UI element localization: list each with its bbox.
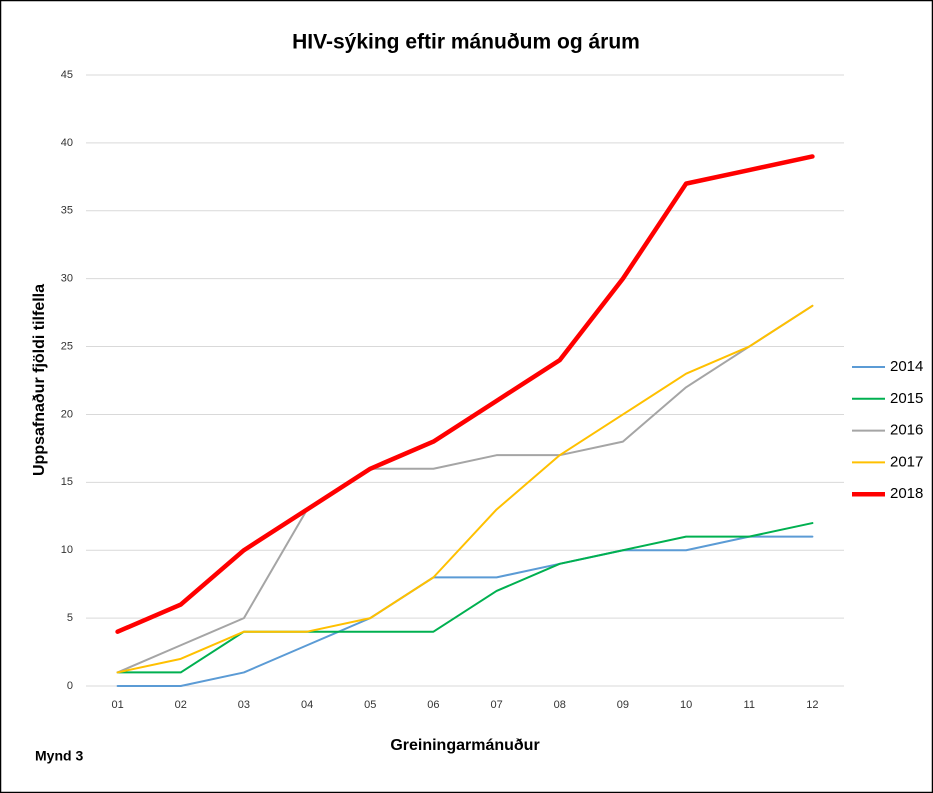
legend-text: 2016 [890,422,923,439]
y-tick-label: 35 [61,205,73,217]
y-tick-label: 10 [61,544,73,556]
y-tick-label: 5 [67,612,73,624]
legend-text: 2018 [890,485,923,502]
x-tick-label: 03 [238,699,250,711]
series-line [116,304,814,674]
y-tick-label: 45 [61,69,73,81]
y-tick-label: 20 [61,408,73,420]
x-tick-label: 01 [111,699,123,711]
x-tick-label: 05 [364,699,376,711]
series-line [115,154,815,634]
y-tick-label: 30 [61,273,73,285]
x-axis-title: Greiningarmánuður [390,737,539,754]
x-tick-label: 09 [617,699,629,711]
y-tick-label: 0 [67,680,73,692]
y-tick-label: 25 [61,340,73,352]
legend-text: 2014 [890,358,923,375]
x-tick-label: 02 [175,699,187,711]
y-tick-label: 40 [61,137,73,149]
annotation: Mynd 3 [35,748,83,764]
x-tick-label: 06 [427,699,439,711]
x-tick-label: 07 [490,699,502,711]
series-line [116,522,814,674]
chart-title: HIV-sýking eftir mánuðum og árum [292,31,640,54]
x-tick-label: 10 [680,699,692,711]
series-line [116,535,814,687]
x-tick-label: 08 [554,699,566,711]
x-tick-label: 04 [301,699,313,711]
legend-text: 2015 [890,390,923,407]
x-tick-label: 12 [806,699,818,711]
y-axis-title: Uppsafnaður fjöldi tilfella [31,284,48,476]
x-tick-label: 11 [744,699,755,711]
legend-text: 2017 [890,453,923,470]
y-tick-label: 15 [61,476,73,488]
series-line [116,304,814,674]
